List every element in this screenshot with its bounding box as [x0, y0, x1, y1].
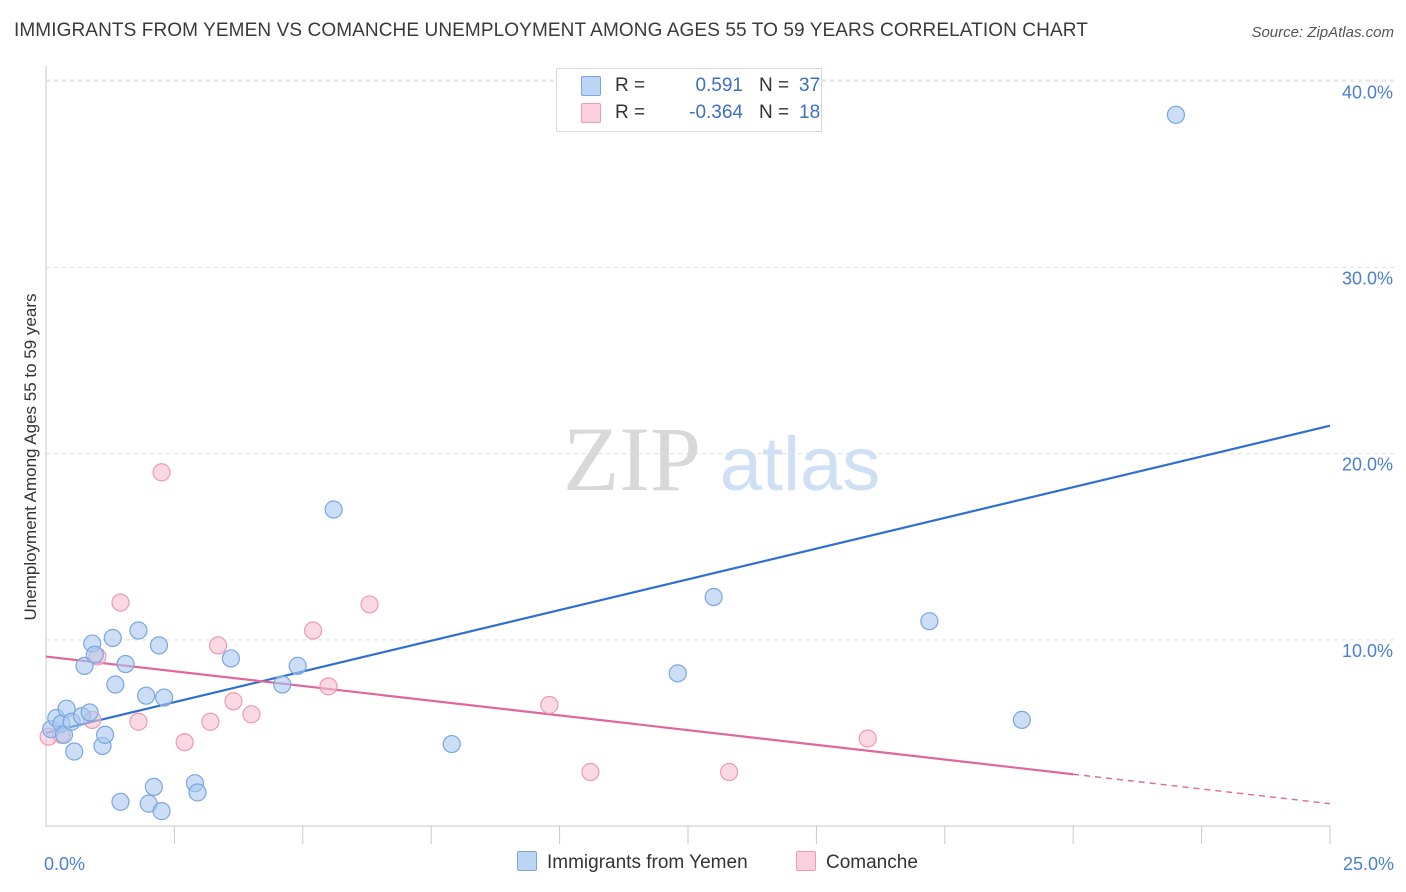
bottom-legend-yemen: Immigrants from Yemen: [517, 851, 748, 874]
yemen-point: [324, 500, 343, 519]
comanche-point: [858, 729, 877, 748]
watermark-atlas: atlas: [720, 422, 881, 507]
comanche-point: [152, 463, 171, 482]
correlation-legend: R = 0.591 N = 37 R = -0.364 N = 18: [556, 68, 822, 132]
yemen-point: [116, 654, 135, 674]
bottom-legend-comanche: Comanche: [796, 851, 918, 874]
legend-n-value: 37: [799, 75, 821, 96]
yemen-point: [442, 734, 461, 754]
yemen-point: [65, 742, 84, 761]
comanche-point: [129, 712, 148, 731]
yemen-point: [1166, 105, 1186, 124]
watermark-zip: ZIP: [563, 408, 701, 510]
legend-r-value: 0.591: [695, 75, 743, 96]
yemen-point: [144, 777, 163, 797]
comanche-point: [360, 595, 379, 614]
y-tick-label: 30.0%: [1342, 268, 1393, 288]
comanche-point: [208, 636, 228, 655]
comanche-point: [175, 733, 194, 752]
x-tick-label-min: 0.0%: [44, 854, 85, 874]
grid-layer: [46, 79, 1394, 641]
comanche-point: [111, 593, 130, 612]
x-tick-label-max: 25.0%: [1343, 854, 1394, 874]
yemen-point: [152, 802, 171, 821]
comanche-point: [224, 692, 243, 711]
comanche-point: [719, 762, 739, 782]
y-tick-label: 40.0%: [1342, 82, 1393, 102]
legend-r-value: -0.364: [689, 102, 743, 123]
y-tick-label: 20.0%: [1342, 455, 1393, 475]
legend-n-label: N =: [759, 102, 790, 123]
y-tick-label: 10.0%: [1342, 641, 1393, 661]
bottom-legend-label: Comanche: [826, 852, 918, 873]
yemen-point: [85, 645, 104, 664]
yemen-point: [149, 636, 169, 655]
trend-line-comanche-extrapolated: [1073, 773, 1331, 805]
yemen-point: [80, 703, 99, 722]
legend-r-label: R =: [615, 75, 646, 96]
yemen-point: [1012, 710, 1031, 729]
comanche-point: [303, 621, 323, 640]
legend-n-value: 18: [799, 102, 821, 123]
axis-layer: 10.0% 20.0% 30.0% 40.0%: [45, 66, 1393, 844]
comanche-point: [242, 705, 261, 724]
yemen-point: [668, 664, 687, 683]
yemen-point: [288, 656, 307, 675]
legend-r-label: R =: [615, 102, 646, 123]
yemen-point: [103, 628, 122, 648]
yemen-point: [129, 621, 148, 640]
yemen-point: [111, 792, 130, 811]
legend-swatch-blue: [581, 76, 601, 96]
yemen-point: [95, 725, 115, 744]
bottom-legend-swatch-blue: [517, 851, 537, 871]
trend-layer: [45, 424, 1331, 805]
legend-swatch-pink: [581, 103, 601, 123]
yemen-point: [155, 688, 174, 707]
yemen-point: [273, 675, 292, 694]
bottom-legend-label: Immigrants from Yemen: [547, 852, 748, 873]
comanche-point: [319, 677, 338, 696]
point-layer: [39, 105, 1186, 821]
comanche-point: [581, 762, 600, 782]
y-axis-label: Unemployment Among Ages 55 to 59 years: [21, 294, 40, 621]
source-credit: Source: ZipAtlas.com: [1251, 24, 1394, 41]
yemen-point: [221, 649, 240, 668]
yemen-point: [137, 686, 156, 705]
bottom-legend-swatch-pink: [796, 851, 816, 871]
comanche-point: [540, 695, 559, 715]
legend-n-label: N =: [759, 75, 790, 96]
comanche-point: [201, 712, 220, 731]
yemen-point: [106, 675, 125, 694]
trend-line-comanche: [45, 655, 1074, 776]
chart-title: IMMIGRANTS FROM YEMEN VS COMANCHE UNEMPL…: [14, 20, 1088, 41]
yemen-point: [920, 612, 939, 631]
yemen-point: [75, 656, 94, 675]
yemen-point: [188, 783, 207, 802]
yemen-point: [704, 587, 723, 607]
